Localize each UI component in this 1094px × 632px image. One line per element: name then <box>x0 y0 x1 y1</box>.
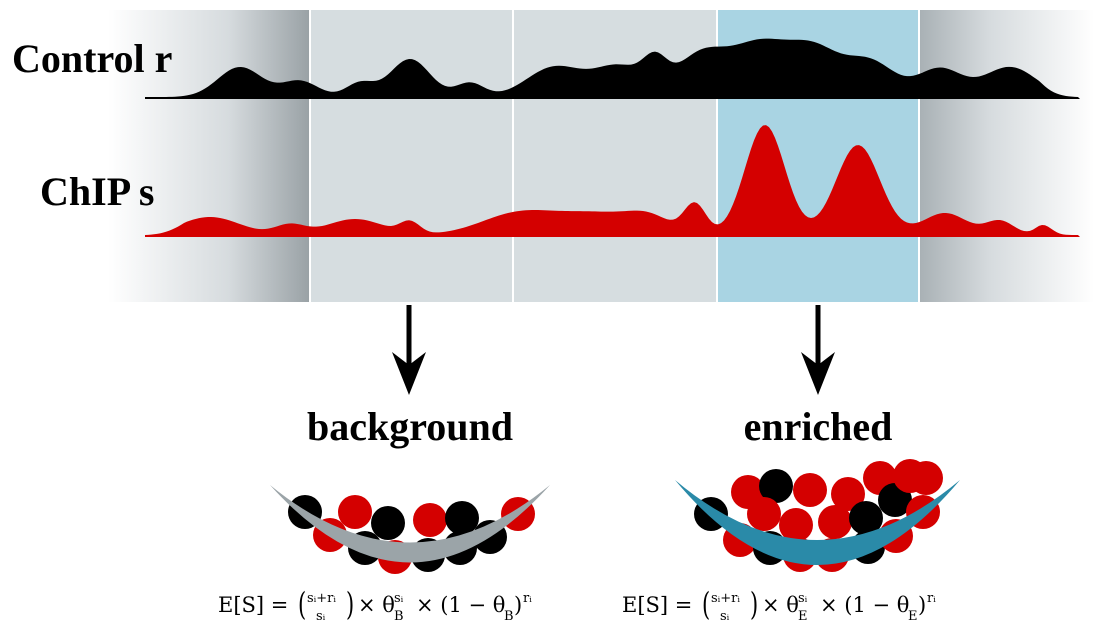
ball <box>338 495 372 529</box>
diagram: Control r ChIP s background enriched E[S… <box>0 0 1094 632</box>
ball <box>445 501 479 535</box>
paren: ( <box>298 587 306 623</box>
arrow <box>392 305 426 395</box>
formula-part: E[S] = <box>218 593 288 617</box>
paren: ) <box>750 587 758 623</box>
formula-part: × θ <box>358 593 395 617</box>
track-label: ChIP s <box>40 169 155 214</box>
group-label: enriched <box>744 404 893 449</box>
formula-part: ) <box>918 593 926 617</box>
formula-part: sᵢ <box>316 609 326 624</box>
ball <box>747 497 781 531</box>
page: Control r ChIP s background enriched E[S… <box>0 0 1094 632</box>
group-label: background <box>307 404 513 449</box>
formula-part: sᵢ+rᵢ <box>711 591 740 606</box>
formula-part: rᵢ <box>523 591 532 606</box>
formula-part: E <box>908 609 918 624</box>
formula-part: sᵢ <box>798 591 808 606</box>
formula-part: rᵢ <box>927 591 936 606</box>
ball <box>793 473 827 507</box>
panel <box>514 10 716 302</box>
formula-part: × (1 − θ <box>820 593 909 617</box>
track-label: Control r <box>12 36 172 81</box>
ball <box>413 503 447 537</box>
formula-part: sᵢ <box>394 591 404 606</box>
arrow <box>801 305 835 395</box>
formula-part: B <box>504 609 514 624</box>
paren: ) <box>346 587 354 623</box>
formula-part: B <box>394 609 404 624</box>
formula-part: sᵢ <box>720 609 730 624</box>
ball <box>371 506 405 540</box>
formula-part: E[S] = <box>622 593 692 617</box>
formula-part: × θ <box>762 593 799 617</box>
formula-part: ) <box>514 593 522 617</box>
panel <box>920 10 1094 302</box>
paren: ( <box>702 587 710 623</box>
ball <box>909 461 943 495</box>
formula-part: E <box>798 609 808 624</box>
panel <box>311 10 512 302</box>
formula-part: × (1 − θ <box>416 593 505 617</box>
formula-part: sᵢ+rᵢ <box>307 591 336 606</box>
